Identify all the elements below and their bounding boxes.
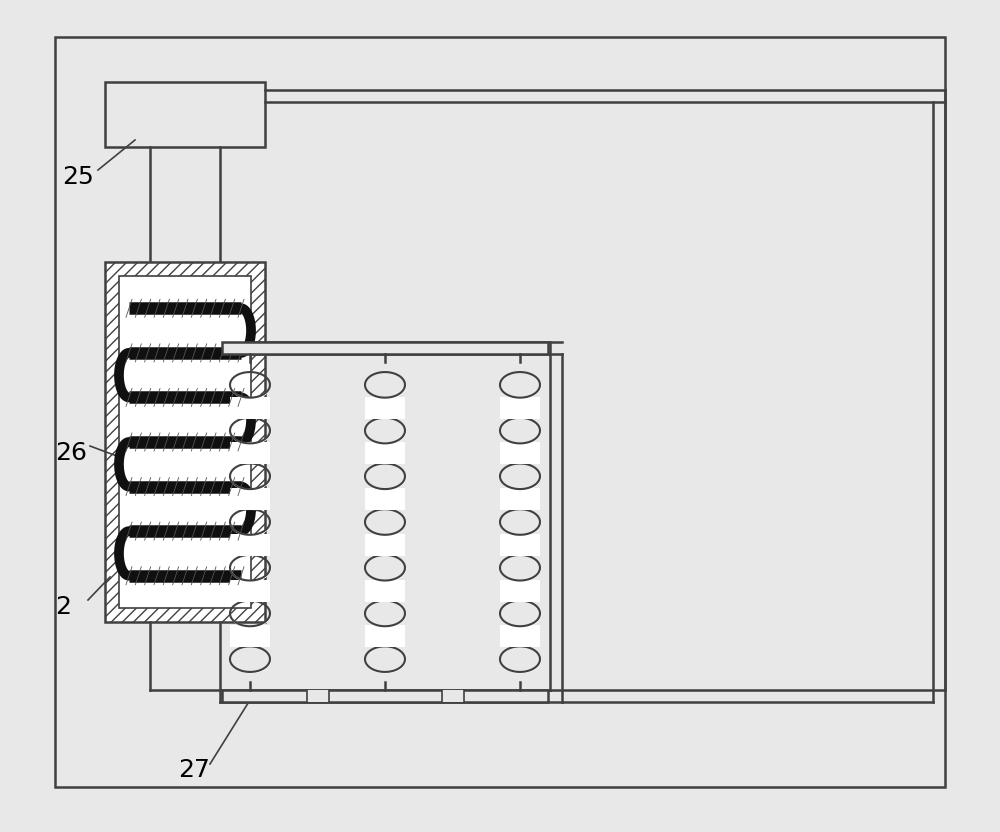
Bar [105,82,265,147]
Bar [105,262,265,622]
Bar [500,488,540,510]
Bar [365,443,405,464]
Bar [307,690,329,702]
Bar [119,276,251,608]
Bar [365,397,405,418]
Bar [365,534,405,556]
Bar [442,690,464,702]
Bar [500,397,540,418]
Bar [230,580,270,602]
Bar [365,625,405,647]
Bar [365,580,405,602]
Text: 25: 25 [62,165,94,189]
Bar [230,625,270,647]
Bar [500,443,540,464]
Bar [365,488,405,510]
Bar [230,443,270,464]
Bar [230,488,270,510]
Bar [500,625,540,647]
Bar [55,37,945,787]
Text: 27: 27 [178,758,210,782]
Bar [222,342,548,354]
Text: 26: 26 [55,441,87,465]
Bar [222,690,548,702]
Bar [500,534,540,556]
Bar [230,397,270,418]
Text: 2: 2 [55,595,71,619]
Bar [500,580,540,602]
Bar [230,534,270,556]
